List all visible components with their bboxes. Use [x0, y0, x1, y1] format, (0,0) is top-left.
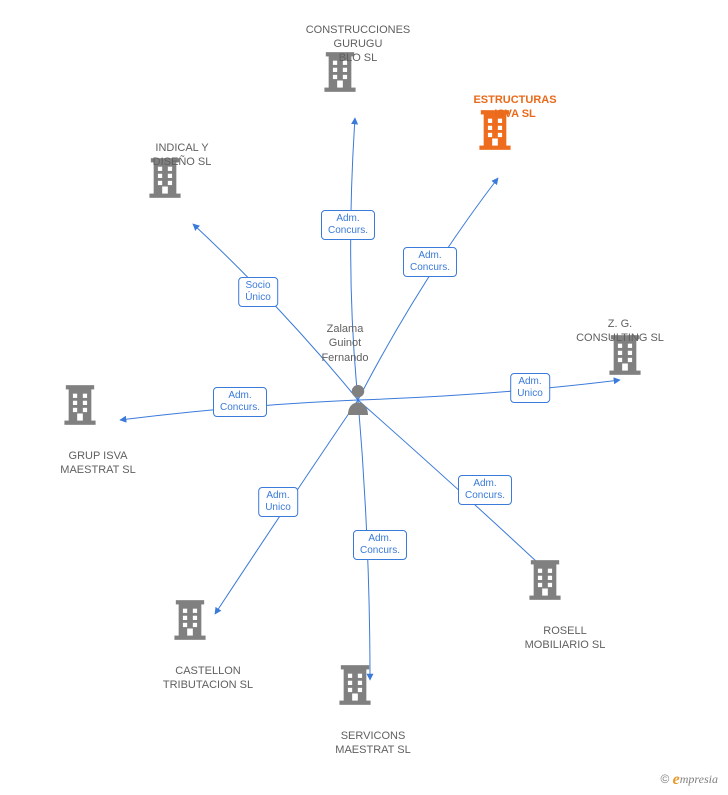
person-icon — [343, 382, 373, 418]
edge-label: Adm. Concurs. — [321, 210, 375, 240]
edge-path — [193, 224, 358, 400]
node-label: ROSELL MOBILIARIO SL — [495, 625, 635, 653]
copyright-symbol: © — [660, 772, 669, 786]
node-label: SERVICONS MAESTRAT SL — [303, 730, 443, 758]
node-label: Z. G. CONSULTING SL — [550, 318, 690, 346]
edge-label: Adm. Unico — [510, 373, 550, 403]
edge-label: Adm. Unico — [258, 487, 298, 517]
diagram-canvas: Zalama Guinot Fernando CONSTRUCCIONES GU… — [0, 0, 728, 795]
building-icon — [173, 600, 207, 640]
edge-label: Adm. Concurs. — [458, 475, 512, 505]
building-icon — [528, 560, 562, 600]
copyright: © empresia — [660, 771, 718, 789]
node-label: CASTELLON TRIBUTACION SL — [138, 665, 278, 693]
node-label: ESTRUCTURAS ISVA SL — [445, 94, 585, 122]
edge-label: Adm. Concurs. — [213, 387, 267, 417]
edge-path — [358, 380, 620, 400]
center-person-label: Zalama Guinot Fernando — [305, 322, 385, 365]
building-icon — [63, 385, 97, 425]
brand-first-letter: e — [673, 771, 680, 788]
edge-label: Adm. Concurs. — [403, 247, 457, 277]
node-label: GRUP ISVA MAESTRAT SL — [28, 450, 168, 478]
edge-label: Adm. Concurs. — [353, 530, 407, 560]
edge-path — [358, 178, 498, 400]
node-label: CONSTRUCCIONES GURUGU BLO SL — [288, 24, 428, 65]
node-label: INDICAL Y DISEÑO SL — [112, 142, 252, 170]
brand-rest: mpresia — [680, 772, 718, 786]
building-icon — [338, 665, 372, 705]
edge-label: Socio Único — [238, 277, 278, 307]
